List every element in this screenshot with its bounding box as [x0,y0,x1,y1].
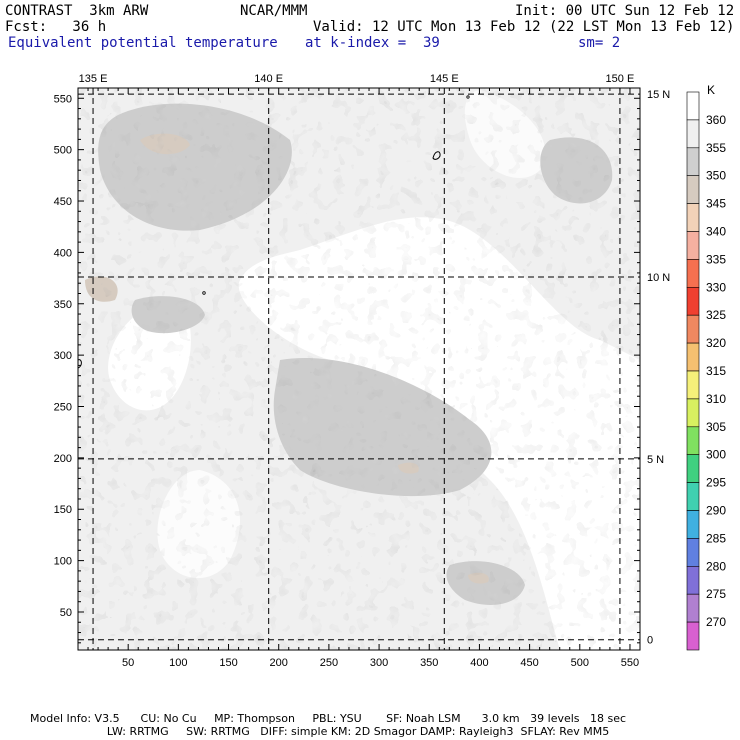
latitude-label: 15 N [647,89,670,101]
x-tick-label: 500 [571,657,589,669]
colorbar-swatch [686,565,700,595]
lat-lon-gridlines [78,88,640,650]
colorbar-label: 360 [706,113,726,127]
colorbar-label: 355 [706,141,726,155]
colorbar-label: 340 [706,225,726,239]
colorbar-swatch [686,203,700,232]
longitude-labels: 135 E 140 E 145 E 150 E [79,73,635,85]
colorbar [686,91,700,651]
colorbar-label: 345 [706,197,726,211]
y-tick-label: 450 [54,196,72,208]
colorbar-label: 280 [706,559,726,573]
init-time: Init: 00 UTC Sun 12 Feb 12 [515,3,735,19]
colorbar-swatch [686,231,700,260]
y-tick-label: 100 [54,556,72,568]
colorbar-swatch [686,398,700,428]
x-tick-label: 100 [169,657,187,669]
smoothing-label: sm= 2 [578,35,621,51]
axis-ticks [78,87,641,650]
forecast-hour: Fcst: 36 h [5,19,107,35]
latitude-label: 10 N [647,272,670,284]
colorbar-label: 325 [706,308,726,322]
field-name: Equivalent potential temperature [8,35,278,51]
colorbar-swatch [686,426,700,455]
longitude-label: 140 E [254,73,283,85]
colorbar-label: 315 [706,364,726,378]
y-tick-label: 350 [54,299,72,311]
colorbar-label: 290 [706,504,726,518]
colorbar-swatch [686,593,700,623]
x-tick-label: 50 [122,657,134,669]
y-tick-label: 50 [60,607,72,619]
colorbar-label: 310 [706,392,726,406]
colorbar-swatch [686,91,700,121]
colorbar-label: 300 [706,448,726,462]
longitude-label: 145 E [430,73,459,85]
longitude-label: 150 E [606,73,635,85]
colorbar-label: 330 [706,280,726,294]
colorbar-swatch [686,538,700,567]
colorbar-labels: 360 355 350 345 340 335 330 325 320 315 310 305 300 2… [706,113,726,629]
colorbar-swatch [686,147,700,177]
model-info-line2: LW: RRTMG SW: RRTMG DIFF: simple KM: 2D … [30,725,610,738]
x-tick-label: 200 [270,657,288,669]
colorbar-label: 270 [706,615,726,629]
colorbar-swatch [686,621,700,651]
y-tick-label: 150 [54,504,72,516]
colorbar-label: 305 [706,420,726,434]
latitude-label: 5 N [647,454,664,466]
colorbar-swatch [686,286,700,316]
product-title: CONTRAST 3km ARW [5,3,149,19]
axis-tick-labels: 50 100 150 200 250 300 350 400 450 500 550 50 100 150… [54,93,640,669]
valid-time: Valid: 12 UTC Mon 13 Feb 12 (22 LST Mon … [313,19,735,35]
y-tick-label: 550 [54,93,72,105]
colorbar-swatch [686,370,700,400]
x-tick-label: 450 [520,657,538,669]
latitude-label: 0 [647,635,653,647]
colorbar-swatch [686,510,700,539]
x-tick-label: 400 [470,657,488,669]
colorbar-swatch [686,342,700,372]
colorbar-swatch [686,259,700,288]
organization-label: NCAR/MMM [240,3,308,19]
x-tick-label: 300 [370,657,388,669]
colorbar-label: 285 [706,531,726,545]
level-index: at k-index = 39 [305,35,440,51]
y-tick-label: 300 [54,350,72,362]
colorbar-label: 275 [706,587,726,601]
y-tick-label: 250 [54,402,72,414]
x-tick-label: 550 [621,657,639,669]
colorbar-swatch [686,119,700,149]
colorbar-label: 320 [706,336,726,350]
y-tick-label: 500 [54,145,72,157]
x-tick-label: 250 [320,657,338,669]
y-tick-label: 200 [54,453,72,465]
colorbar-label: 335 [706,252,726,266]
x-tick-label: 350 [420,657,438,669]
colorbar-swatch [686,175,700,204]
colorbar-swatch [686,454,700,483]
y-tick-label: 400 [54,247,72,259]
colorbar-label: 350 [706,169,726,183]
theta-e-field [78,88,640,650]
colorbar-label: 295 [706,476,726,490]
latitude-labels: 15 N 10 N 5 N 0 [647,89,670,647]
colorbar-unit: K [707,83,715,97]
x-tick-label: 150 [219,657,237,669]
longitude-label: 135 E [79,73,108,85]
colorbar-swatch [686,314,700,344]
colorbar-swatch [686,482,700,511]
model-info-line1: Model Info: V3.5 CU: No Cu MP: Thompson … [30,712,627,725]
